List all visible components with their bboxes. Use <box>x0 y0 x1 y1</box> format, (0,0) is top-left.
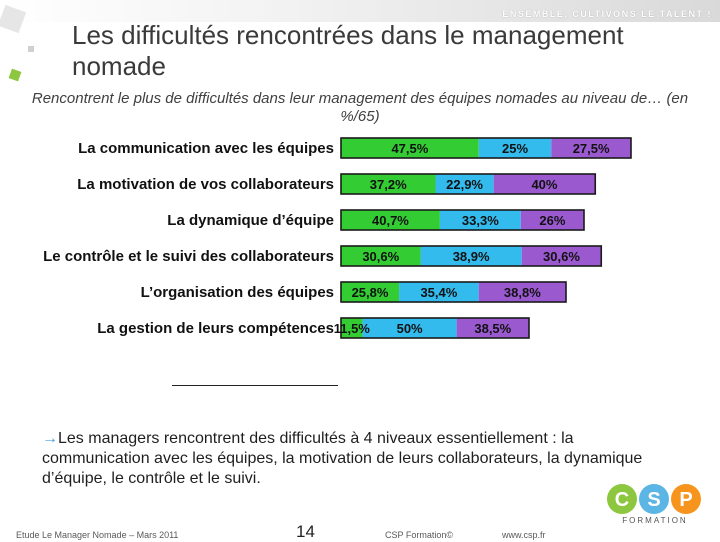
bar-segment-purple <box>521 246 602 266</box>
logo-circle-p <box>671 484 701 514</box>
bar-outline <box>340 173 597 195</box>
bar-segment-blue <box>439 210 521 230</box>
bar-segment-blue <box>399 282 479 302</box>
deco-square-green <box>8 68 22 82</box>
data-label: 30,6% <box>362 249 399 264</box>
deco-square-small <box>28 46 34 52</box>
bar-segment-blue <box>362 318 457 338</box>
bar-outline <box>340 209 585 231</box>
data-label: 37,2% <box>370 177 407 192</box>
logo-word: FORMATION <box>622 516 687 525</box>
bar-outline <box>340 137 632 159</box>
separator-line <box>172 385 338 386</box>
page-number: 14 <box>296 522 315 541</box>
footer-url: www.csp.fr <box>502 530 546 540</box>
deco-square-gray <box>0 4 27 34</box>
bar-segment-blue <box>420 246 522 266</box>
summary-text: →Les managers rencontrent des difficulté… <box>42 429 682 489</box>
summary-body: Les managers rencontrent des difficultés… <box>42 430 643 487</box>
bar-segment-green <box>341 210 440 230</box>
bar-segment-green <box>341 318 363 338</box>
footer-copyright: CSP Formation© <box>385 530 453 540</box>
category-label: Le contrôle et le suivi des collaborateu… <box>43 248 334 265</box>
data-label: 40% <box>531 177 557 192</box>
data-label: 38,5% <box>474 321 511 336</box>
logo-circle-s <box>639 484 669 514</box>
bar-outline <box>340 317 530 339</box>
data-label: 22,9% <box>446 177 483 192</box>
data-label: 26% <box>539 213 565 228</box>
bar-segment-green <box>341 282 400 302</box>
bar-segment-purple <box>456 318 529 338</box>
logo-letter-s: S <box>647 489 660 511</box>
data-label: 33,3% <box>462 213 499 228</box>
footer-study: Etude Le Manager Nomade – Mars 2011 <box>16 530 179 540</box>
logo-circle-c <box>607 484 637 514</box>
bar-segment-green <box>341 246 421 266</box>
csp-logo: C S P FORMATION <box>607 484 701 525</box>
bar-segment-purple <box>493 174 596 194</box>
page-title: Les difficultés rencontrées dans le mana… <box>72 20 624 81</box>
top-banner: ENSEMBLE, CULTIVONS LE TALENT ! <box>0 0 720 22</box>
data-label: 47,5% <box>391 141 428 156</box>
bar-segment-purple <box>478 282 566 302</box>
bar-segment-green <box>341 174 436 194</box>
data-label: 50% <box>397 321 423 336</box>
data-label: 25,8% <box>352 285 389 300</box>
logo-letter-c: C <box>615 489 629 511</box>
category-label: L’organisation des équipes <box>141 284 334 301</box>
data-label: 38,8% <box>504 285 541 300</box>
data-label: 35,4% <box>420 285 457 300</box>
bar-segment-blue <box>478 138 552 158</box>
data-label: 11,5% <box>334 321 371 336</box>
category-label: La communication avec les équipes <box>78 140 334 157</box>
slogan: ENSEMBLE, CULTIVONS LE TALENT ! <box>502 9 712 19</box>
arrow-icon: → <box>42 430 58 447</box>
stacked-bar-chart: La communication avec les équipes 47,5% 25… <box>43 137 632 339</box>
bar-segment-purple <box>520 210 584 230</box>
data-label: 30,6% <box>543 249 580 264</box>
logo-letter-p: P <box>679 489 692 511</box>
bar-outline <box>340 245 603 267</box>
data-label: 27,5% <box>573 141 610 156</box>
chart-subtitle: Rencontrent le plus de difficultés dans … <box>31 90 689 125</box>
category-label: La motivation de vos collaborateurs <box>77 176 334 193</box>
data-label: 38,9% <box>453 249 490 264</box>
category-label: La dynamique d’équipe <box>167 212 334 229</box>
data-label: 40,7% <box>372 213 409 228</box>
bar-segment-purple <box>551 138 631 158</box>
data-label: 25% <box>502 141 528 156</box>
bar-segment-green <box>341 138 479 158</box>
bar-outline <box>340 281 567 303</box>
bar-segment-blue <box>435 174 494 194</box>
decorative-squares <box>0 4 34 82</box>
category-label: La gestion de leurs compétences <box>97 320 334 337</box>
